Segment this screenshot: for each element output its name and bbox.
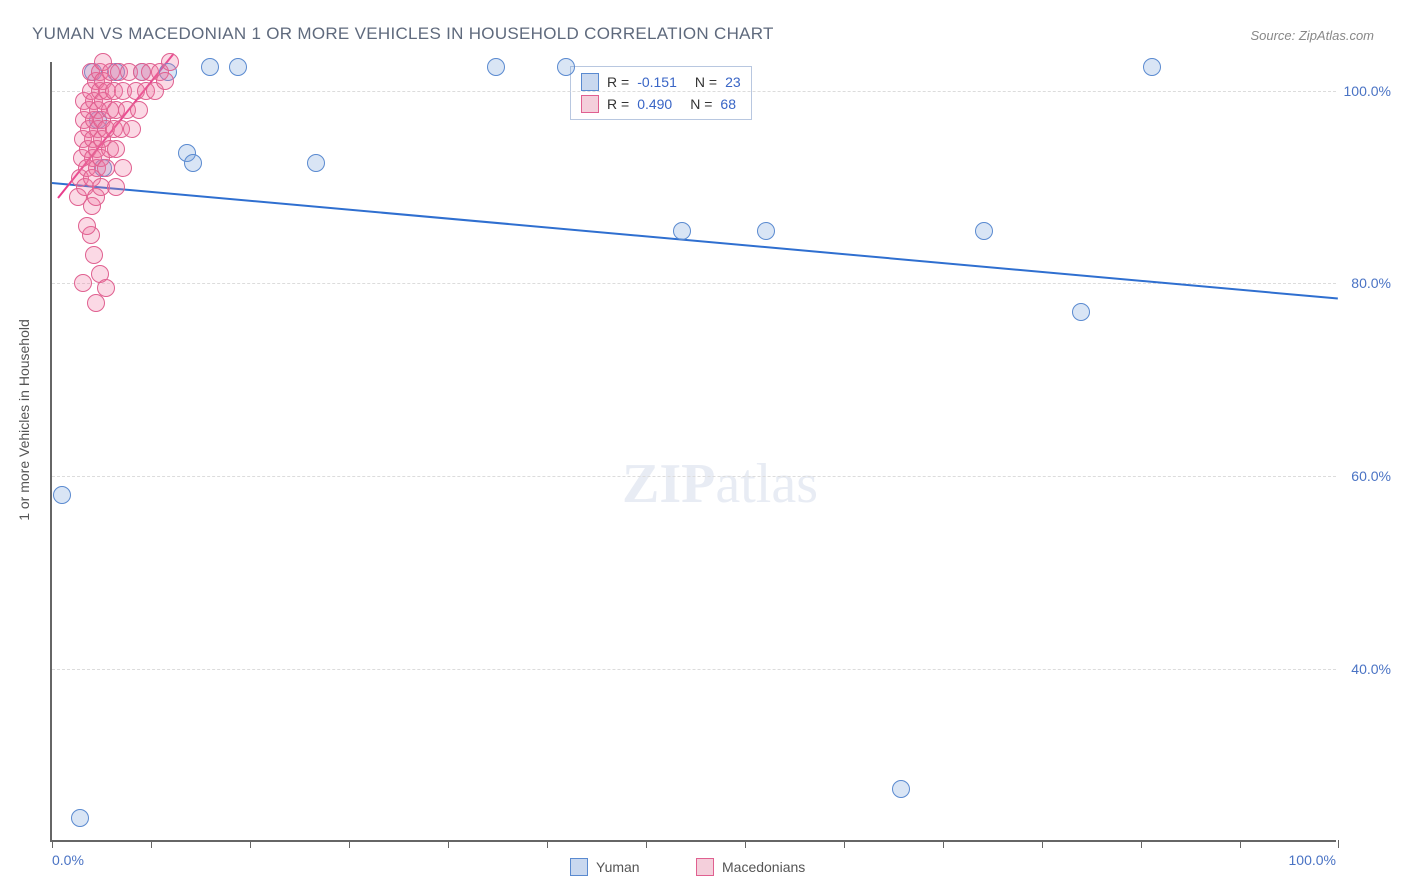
r-value: -0.151	[637, 74, 677, 90]
data-point-yuman	[71, 809, 89, 827]
data-point-yuman	[1072, 303, 1090, 321]
data-point-yuman	[975, 222, 993, 240]
data-point-macedonians	[107, 140, 125, 158]
data-point-macedonians	[97, 159, 115, 177]
x-tick	[448, 840, 449, 848]
gridline	[52, 283, 1336, 284]
legend-item-yuman: Yuman	[570, 858, 640, 876]
r-value: 0.490	[637, 96, 672, 112]
stats-legend-box: R = -0.151 N = 23 R = 0.490 N = 68	[570, 66, 752, 120]
y-tick-label: 100.0%	[1344, 83, 1391, 99]
x-tick	[844, 840, 845, 848]
data-point-yuman	[757, 222, 775, 240]
x-tick-label: 100.0%	[1289, 852, 1336, 868]
data-point-yuman	[487, 58, 505, 76]
x-tick	[52, 840, 53, 848]
y-tick-label: 60.0%	[1351, 468, 1391, 484]
r-label: R =	[607, 74, 629, 90]
n-value: 68	[720, 96, 736, 112]
n-value: 23	[725, 74, 741, 90]
legend-label: Yuman	[596, 859, 640, 875]
swatch-icon	[581, 73, 599, 91]
source-credit: Source: ZipAtlas.com	[1250, 28, 1374, 43]
swatch-icon	[581, 95, 599, 113]
data-point-yuman	[1143, 58, 1161, 76]
data-point-yuman	[673, 222, 691, 240]
data-point-macedonians	[130, 101, 148, 119]
trendline-yuman	[52, 182, 1338, 300]
data-point-yuman	[557, 58, 575, 76]
watermark-bold: ZIP	[622, 453, 715, 515]
y-tick-label: 80.0%	[1351, 275, 1391, 291]
watermark-text: ZIPatlas	[622, 452, 818, 516]
data-point-macedonians	[74, 274, 92, 292]
page-title: YUMAN VS MACEDONIAN 1 OR MORE VEHICLES I…	[32, 24, 774, 44]
scatter-plot-area: ZIPatlas R = -0.151 N = 23 R = 0.490 N =…	[50, 62, 1336, 842]
y-axis-label: 1 or more Vehicles in Household	[16, 319, 32, 521]
x-tick	[646, 840, 647, 848]
x-tick	[151, 840, 152, 848]
x-tick	[1141, 840, 1142, 848]
gridline	[52, 669, 1336, 670]
x-tick	[349, 840, 350, 848]
data-point-macedonians	[107, 178, 125, 196]
data-point-macedonians	[87, 294, 105, 312]
x-tick	[943, 840, 944, 848]
x-tick	[1338, 840, 1339, 848]
data-point-yuman	[184, 154, 202, 172]
data-point-macedonians	[114, 159, 132, 177]
n-label: N =	[695, 74, 717, 90]
x-tick	[547, 840, 548, 848]
data-point-yuman	[892, 780, 910, 798]
stats-legend-row-yuman: R = -0.151 N = 23	[581, 71, 741, 93]
x-tick-label: 0.0%	[52, 852, 84, 868]
legend-label: Macedonians	[722, 859, 805, 875]
stats-legend-row-macedonians: R = 0.490 N = 68	[581, 93, 741, 115]
data-point-yuman	[201, 58, 219, 76]
y-tick-label: 40.0%	[1351, 661, 1391, 677]
legend-item-macedonians: Macedonians	[696, 858, 805, 876]
x-tick	[1042, 840, 1043, 848]
r-label: R =	[607, 96, 629, 112]
x-tick	[250, 840, 251, 848]
n-label: N =	[690, 96, 712, 112]
x-tick	[1240, 840, 1241, 848]
data-point-yuman	[53, 486, 71, 504]
swatch-icon	[570, 858, 588, 876]
gridline	[52, 476, 1336, 477]
data-point-macedonians	[123, 120, 141, 138]
data-point-macedonians	[78, 217, 96, 235]
gridline	[52, 91, 1336, 92]
data-point-yuman	[229, 58, 247, 76]
swatch-icon	[696, 858, 714, 876]
watermark-light: atlas	[715, 453, 818, 515]
data-point-macedonians	[156, 72, 174, 90]
data-point-macedonians	[85, 246, 103, 264]
data-point-macedonians	[161, 53, 179, 71]
x-tick	[745, 840, 746, 848]
data-point-yuman	[307, 154, 325, 172]
